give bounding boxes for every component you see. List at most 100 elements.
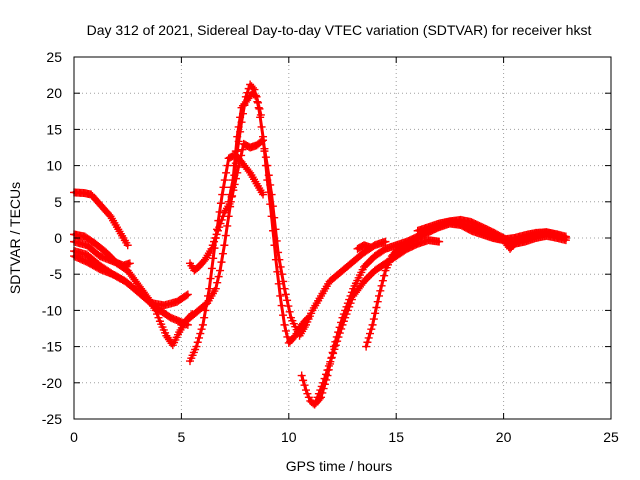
data-point-marker	[211, 234, 220, 242]
data-point-marker	[274, 248, 283, 257]
data-point-marker	[196, 329, 205, 338]
data-point-marker	[259, 136, 268, 145]
data-point-marker	[316, 386, 325, 395]
data-point-marker	[125, 259, 134, 268]
series-track-14	[413, 217, 570, 244]
x-axis-label: GPS time / hours	[286, 458, 393, 474]
data-point-marker	[260, 144, 269, 153]
data-point-marker	[195, 333, 204, 342]
data-point-marker	[205, 284, 214, 293]
data-point-marker	[223, 161, 232, 170]
data-point-marker	[226, 190, 235, 199]
data-point-marker	[337, 324, 346, 333]
data-point-marker	[338, 320, 347, 329]
data-point-marker	[310, 400, 319, 409]
data-point-marker	[198, 320, 207, 329]
data-point-marker	[234, 163, 243, 172]
chart-title: Day 312 of 2021, Sidereal Day-to-day VTE…	[87, 22, 592, 38]
data-point-marker	[317, 382, 326, 391]
x-tick-label: 5	[178, 429, 186, 445]
data-point-marker	[200, 313, 209, 322]
data-point-marker	[219, 183, 228, 192]
data-point-marker	[304, 393, 313, 402]
series-track-5	[70, 252, 192, 329]
data-point-marker	[335, 329, 344, 338]
data-point-marker	[264, 171, 273, 180]
data-point-marker	[346, 299, 355, 308]
data-point-marker	[300, 381, 309, 390]
data-point-marker	[228, 176, 237, 185]
data-point-marker	[254, 98, 263, 107]
data-point-marker	[257, 137, 266, 146]
data-point-marker	[197, 325, 206, 334]
y-tick-label: -25	[42, 411, 62, 427]
data-point-marker	[327, 353, 336, 362]
data-point-marker	[312, 396, 321, 405]
data-point-marker	[236, 113, 245, 122]
data-point-marker	[202, 299, 211, 308]
data-point-marker	[313, 393, 322, 402]
data-point-marker	[207, 264, 216, 273]
data-point-marker	[284, 302, 293, 311]
data-point-marker	[365, 329, 374, 338]
data-point-marker	[323, 366, 332, 375]
data-point-marker	[329, 349, 338, 358]
series-track-9	[224, 89, 265, 206]
data-point-marker	[212, 230, 221, 239]
data-point-marker	[373, 297, 382, 306]
data-point-marker	[368, 320, 377, 329]
data-point-marker	[275, 255, 284, 264]
data-point-marker	[206, 274, 215, 283]
data-point-marker	[276, 291, 285, 300]
data-point-marker	[223, 221, 232, 230]
data-point-marker	[280, 320, 289, 329]
data-point-marker	[213, 278, 222, 287]
data-point-marker	[314, 389, 323, 398]
data-point-marker	[281, 290, 290, 299]
data-point-marker	[255, 104, 264, 113]
data-point-marker	[252, 92, 261, 101]
data-point-marker	[375, 291, 384, 300]
data-point-marker	[333, 337, 342, 346]
data-point-marker	[279, 311, 288, 320]
data-point-marker	[277, 301, 286, 310]
data-point-marker	[378, 276, 387, 285]
data-point-marker	[207, 244, 216, 253]
y-tick-label: 15	[46, 121, 62, 137]
y-tick-label: 0	[54, 230, 62, 246]
data-point-marker	[237, 151, 246, 160]
data-point-marker	[285, 307, 294, 316]
data-point-marker	[297, 371, 306, 380]
data-point-marker	[183, 290, 192, 299]
data-point-marker	[249, 83, 257, 92]
data-point-marker	[210, 237, 219, 246]
data-point-marker	[345, 302, 354, 311]
data-point-marker	[233, 132, 242, 141]
data-point-marker	[381, 237, 390, 246]
x-tick-label: 10	[281, 429, 297, 445]
data-point-marker	[218, 190, 227, 199]
data-point-marker	[222, 168, 231, 177]
data-point-marker	[279, 277, 288, 286]
y-tick-label: -15	[42, 339, 62, 355]
data-point-marker	[362, 342, 371, 351]
data-point-marker	[363, 338, 372, 347]
series-track-8	[185, 136, 390, 340]
data-point-marker	[220, 241, 229, 250]
data-point-marker	[281, 326, 290, 335]
data-point-marker	[224, 197, 233, 206]
data-point-marker	[331, 341, 340, 350]
series-track-7	[185, 150, 268, 366]
data-point-marker	[561, 234, 570, 242]
data-point-marker	[216, 219, 225, 228]
data-point-marker	[319, 378, 328, 387]
data-point-marker	[276, 262, 285, 271]
data-point-marker	[216, 266, 225, 275]
data-point-marker	[230, 161, 239, 170]
data-point-marker	[339, 317, 348, 326]
x-tick-label: 0	[70, 429, 78, 445]
data-point-marker	[274, 279, 283, 288]
data-point-marker	[326, 357, 335, 366]
data-point-marker	[182, 291, 191, 300]
